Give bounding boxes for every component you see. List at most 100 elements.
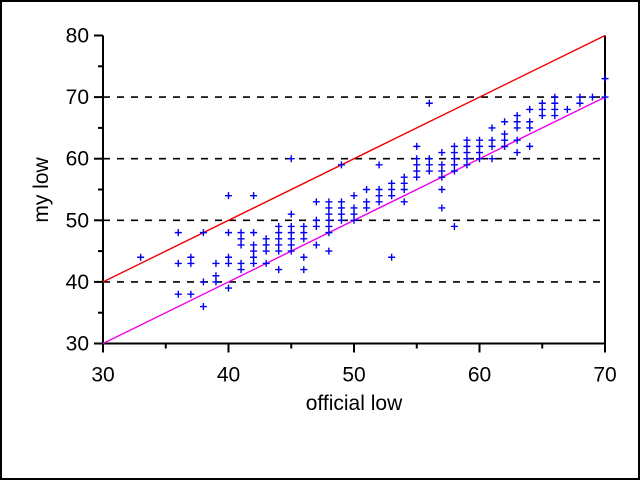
data-point xyxy=(363,204,371,212)
data-point xyxy=(513,124,521,132)
x-axis-title: official low xyxy=(306,392,403,415)
data-point xyxy=(250,192,258,200)
data-point xyxy=(576,93,584,101)
data-point xyxy=(287,229,295,237)
data-point xyxy=(413,142,421,150)
data-point xyxy=(526,124,534,132)
data-point xyxy=(513,112,521,120)
data-point xyxy=(400,198,408,206)
data-point xyxy=(400,173,408,181)
data-point xyxy=(250,259,258,267)
data-point xyxy=(300,253,308,261)
upper-reference-line xyxy=(102,34,606,283)
data-point xyxy=(300,266,308,274)
data-point xyxy=(551,105,559,113)
data-point xyxy=(312,241,320,249)
data-point xyxy=(312,216,320,224)
data-point xyxy=(174,290,182,298)
x-tick-label-30: 30 xyxy=(91,364,114,387)
data-point xyxy=(488,155,496,163)
data-point xyxy=(413,155,421,163)
data-point xyxy=(275,247,283,255)
data-point xyxy=(237,229,245,237)
data-point xyxy=(388,179,396,187)
data-point xyxy=(450,167,458,175)
data-point xyxy=(400,186,408,193)
data-point xyxy=(601,93,609,101)
data-point xyxy=(325,222,333,230)
data-point xyxy=(237,259,245,267)
data-point xyxy=(225,192,232,200)
data-point xyxy=(275,235,283,243)
data-point xyxy=(363,186,371,193)
data-point xyxy=(425,161,433,169)
y-tick-label-70: 70 xyxy=(66,86,89,109)
data-point xyxy=(551,112,559,120)
data-point xyxy=(262,241,270,249)
data-point xyxy=(526,118,534,126)
data-point xyxy=(300,222,308,230)
data-point xyxy=(174,259,182,267)
data-point xyxy=(476,155,483,163)
data-point xyxy=(337,161,345,169)
data-point xyxy=(450,149,458,157)
scatter-point-layer xyxy=(137,75,609,311)
data-point xyxy=(463,142,471,150)
axis-layer: 30 40 50 60 70 30 40 50 60 70 80 xyxy=(66,25,617,387)
data-point xyxy=(526,142,534,150)
data-point xyxy=(588,93,596,101)
y-tick-label-40: 40 xyxy=(66,271,89,294)
data-point xyxy=(501,130,509,138)
x-tick-label-70: 70 xyxy=(593,364,616,387)
data-point xyxy=(174,229,182,237)
data-point xyxy=(287,155,295,163)
data-point xyxy=(237,266,245,274)
data-point xyxy=(225,253,232,261)
data-point xyxy=(325,229,333,237)
data-point xyxy=(287,247,295,255)
data-point xyxy=(538,105,546,113)
data-point xyxy=(212,278,220,286)
data-point xyxy=(438,173,446,181)
data-point xyxy=(601,75,609,83)
data-point xyxy=(337,204,345,212)
data-point xyxy=(275,241,283,249)
data-point xyxy=(450,222,458,230)
data-point xyxy=(463,155,471,163)
data-point xyxy=(363,198,371,206)
data-point xyxy=(501,136,509,144)
data-point xyxy=(513,118,521,126)
data-point xyxy=(287,222,295,230)
x-tick-label-60: 60 xyxy=(468,364,491,387)
data-point xyxy=(275,222,283,230)
data-point xyxy=(438,204,446,212)
y-tick-label-30: 30 xyxy=(66,333,89,356)
data-point xyxy=(199,229,207,237)
data-point xyxy=(350,216,358,224)
data-point xyxy=(413,173,421,181)
data-point xyxy=(425,155,433,163)
data-point xyxy=(275,229,283,237)
data-point xyxy=(350,210,358,218)
data-point xyxy=(337,216,345,224)
data-point xyxy=(413,161,421,169)
data-point xyxy=(526,105,534,113)
data-point xyxy=(250,229,258,237)
data-point xyxy=(325,204,333,212)
data-point xyxy=(476,136,483,144)
data-point xyxy=(488,124,496,132)
data-point xyxy=(350,192,358,200)
data-point xyxy=(237,241,245,249)
data-point xyxy=(513,149,521,157)
data-point xyxy=(225,259,232,267)
data-point xyxy=(250,241,258,249)
data-point xyxy=(225,229,232,237)
data-point xyxy=(476,149,483,157)
data-point xyxy=(463,149,471,157)
y-tick-label-50: 50 xyxy=(66,209,89,232)
data-point xyxy=(312,222,320,230)
data-point xyxy=(212,259,220,267)
data-point xyxy=(375,186,383,193)
